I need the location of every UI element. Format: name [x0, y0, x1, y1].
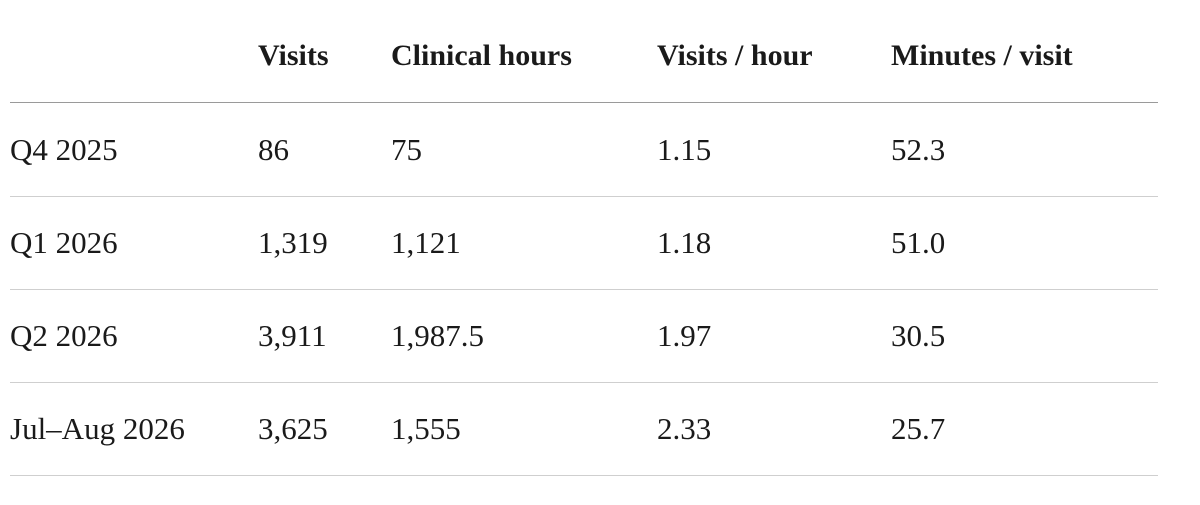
table-cell: 30.5: [891, 318, 946, 353]
row-rule: [10, 289, 1158, 290]
column-header: Minutes / visit: [891, 39, 1073, 72]
table-cell: 51.0: [891, 225, 946, 260]
table-cell: 1,121: [391, 225, 461, 260]
row-label: Q1 2026: [10, 225, 118, 260]
row-label: Q2 2026: [10, 318, 118, 353]
table-cell: 2.33: [657, 411, 712, 446]
row-label: Q4 2025: [10, 132, 118, 167]
table-cell: 25.7: [891, 411, 946, 446]
header-rule: [10, 102, 1158, 103]
table-cell: 1,555: [391, 411, 461, 446]
table-cell: 75: [391, 132, 422, 167]
table-cell: 3,911: [258, 318, 327, 353]
row-rule: [10, 196, 1158, 197]
table-cell: 1.15: [657, 132, 712, 167]
column-header: Visits: [258, 39, 329, 72]
column-header: Clinical hours: [391, 39, 572, 72]
row-rule: [10, 475, 1158, 476]
row-rule: [10, 382, 1158, 383]
table-cell: 1.97: [657, 318, 712, 353]
column-header: Visits / hour: [657, 39, 813, 72]
table-cell: 3,625: [258, 411, 328, 446]
row-label: Jul–Aug 2026: [10, 411, 185, 446]
table-cell: 52.3: [891, 132, 946, 167]
table-cell: 1,319: [258, 225, 328, 260]
table-cell: 1,987.5: [391, 318, 484, 353]
table-cell: 1.18: [657, 225, 712, 260]
table-cell: 86: [258, 132, 289, 167]
